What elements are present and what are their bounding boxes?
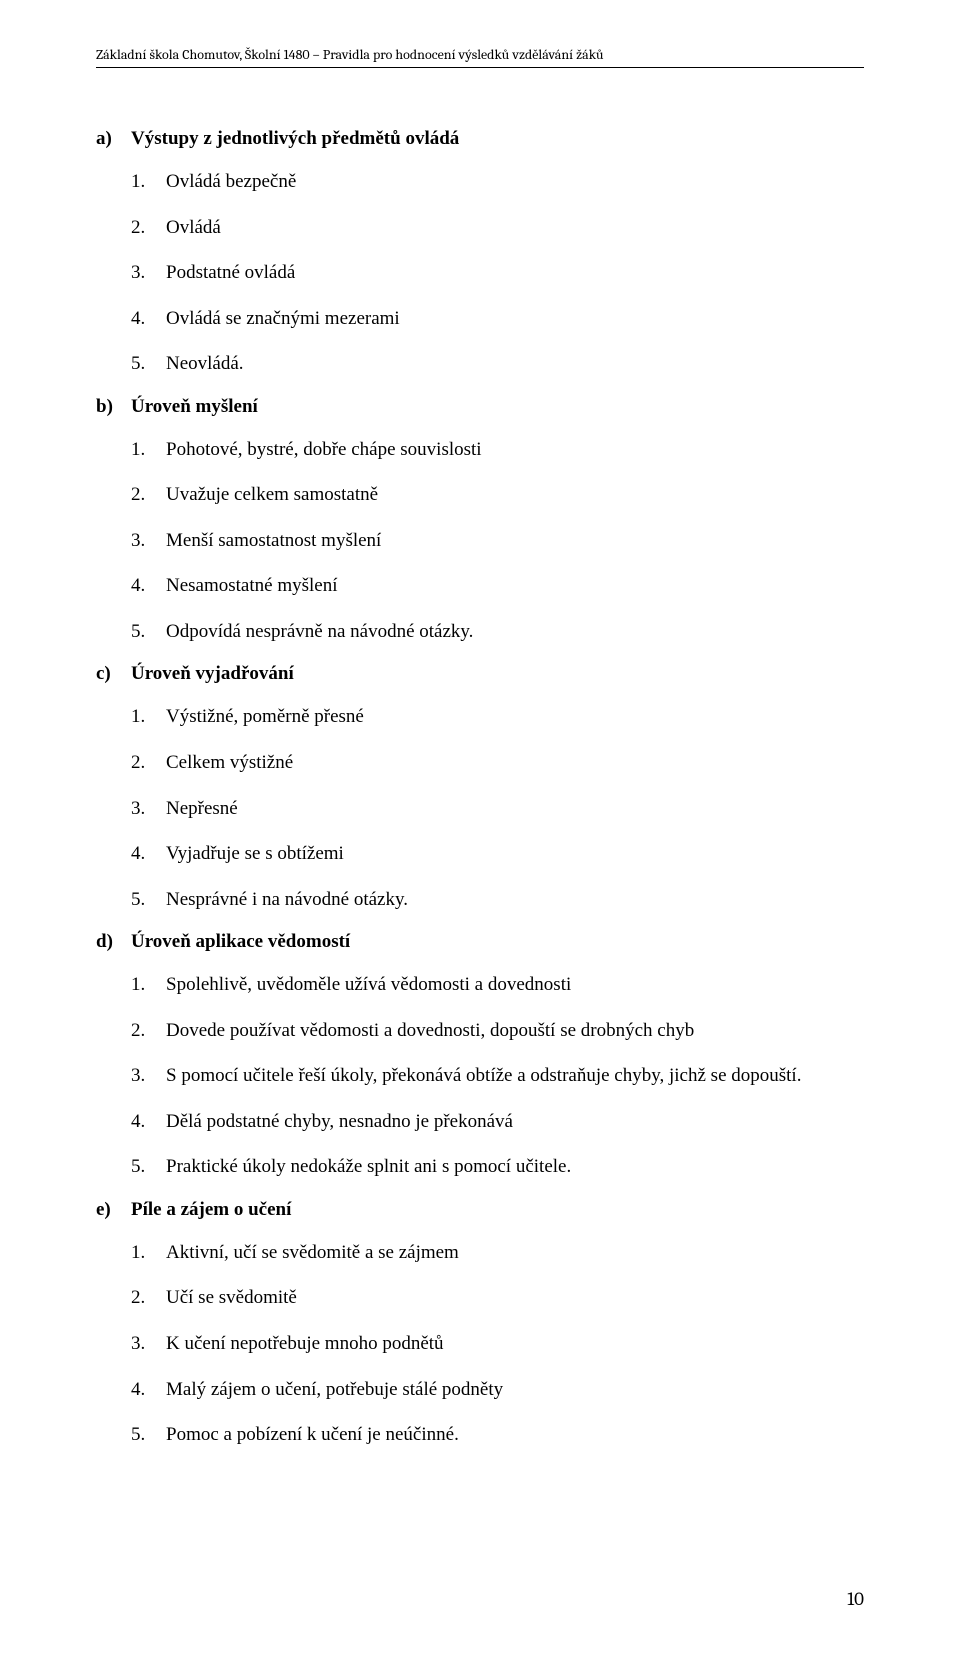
list-item: 5. Neovládá. <box>96 350 864 378</box>
item-text: Podstatné ovládá <box>166 262 295 283</box>
item-text: Výstižné, poměrně přesné <box>166 706 364 727</box>
list-item: 4. Dělá podstatné chyby, nesnadno je přek… <box>96 1108 864 1136</box>
item-text: Ovládá bezpečně <box>166 171 296 192</box>
document-header: Základní škola Chomutov, Školní 1480 – P… <box>96 46 864 68</box>
item-number: 4. <box>131 572 145 600</box>
list-item: 4. Nesamostatné myšlení <box>96 572 864 600</box>
item-text: Dělá podstatné chyby, nesnadno je překon… <box>166 1111 513 1132</box>
page-number: 10 <box>847 1588 864 1610</box>
item-text: Nepřesné <box>166 798 238 819</box>
list-item: 5. Praktické úkoly nedokáže splnit ani s … <box>96 1153 864 1181</box>
list-item: 3. Podstatné ovládá <box>96 259 864 287</box>
item-text: Ovládá se značnými mezerami <box>166 308 400 329</box>
item-number: 5. <box>131 1421 145 1449</box>
item-number: 5. <box>131 886 145 914</box>
section-c-heading: c) Úroveň vyjadřování <box>96 663 864 685</box>
item-number: 2. <box>131 481 145 509</box>
item-number: 4. <box>131 840 145 868</box>
item-text: Menší samostatnost myšlení <box>166 530 381 551</box>
item-number: 2. <box>131 214 145 242</box>
section-d-heading: d) Úroveň aplikace vědomostí <box>96 931 864 953</box>
item-text: Praktické úkoly nedokáže splnit ani s po… <box>166 1156 571 1177</box>
item-number: 3. <box>131 259 145 287</box>
item-text: Spolehlivě, uvědoměle užívá vědomosti a … <box>166 974 571 995</box>
list-item: 5. Nesprávné i na návodné otázky. <box>96 886 864 914</box>
list-item: 4. Malý zájem o učení, potřebuje stálé po… <box>96 1376 864 1404</box>
item-number: 2. <box>131 749 145 777</box>
list-item: 2. Uvažuje celkem samostatně <box>96 481 864 509</box>
list-item: 1. Pohotové, bystré, dobře chápe souvislo… <box>96 436 864 464</box>
section-b-letter: b) <box>96 396 113 418</box>
item-number: 1. <box>131 168 145 196</box>
section-e-title: Píle a zájem o učení <box>131 1199 291 1220</box>
section-c-letter: c) <box>96 663 111 685</box>
item-text: Uvažuje celkem samostatně <box>166 484 378 505</box>
section-c-title: Úroveň vyjadřování <box>131 663 294 684</box>
item-number: 1. <box>131 971 145 999</box>
section-d-letter: d) <box>96 931 113 953</box>
list-item: 1. Výstižné, poměrně přesné <box>96 703 864 731</box>
item-number: 5. <box>131 350 145 378</box>
list-item: 3. Nepřesné <box>96 795 864 823</box>
list-item: 4. Vyjadřuje se s obtížemi <box>96 840 864 868</box>
item-text: Pohotové, bystré, dobře chápe souvislost… <box>166 439 482 460</box>
list-item: 3. S pomocí učitele řeší úkoly, překonává… <box>96 1062 864 1090</box>
item-number: 3. <box>131 1062 145 1090</box>
list-item: 2. Ovládá <box>96 214 864 242</box>
list-item: 5. Pomoc a pobízení k učení je neúčinné. <box>96 1421 864 1449</box>
item-text: Nesprávné i na návodné otázky. <box>166 889 408 910</box>
item-text: K učení nepotřebuje mnoho podnětů <box>166 1333 444 1354</box>
section-a-title: Výstupy z jednotlivých předmětů ovládá <box>131 128 459 149</box>
list-item: 3. K učení nepotřebuje mnoho podnětů <box>96 1330 864 1358</box>
item-text: S pomocí učitele řeší úkoly, překonává o… <box>166 1065 801 1086</box>
item-number: 1. <box>131 703 145 731</box>
list-item: 1. Aktivní, učí se svědomitě a se zájmem <box>96 1239 864 1267</box>
list-item: 2. Učí se svědomitě <box>96 1284 864 1312</box>
section-a-heading: a) Výstupy z jednotlivých předmětů ovlád… <box>96 128 864 150</box>
section-b-heading: b) Úroveň myšlení <box>96 396 864 418</box>
item-number: 5. <box>131 618 145 646</box>
item-text: Pomoc a pobízení k učení je neúčinné. <box>166 1424 459 1445</box>
list-item: 1. Spolehlivě, uvědoměle užívá vědomosti … <box>96 971 864 999</box>
item-number: 5. <box>131 1153 145 1181</box>
item-number: 2. <box>131 1284 145 1312</box>
item-text: Dovede používat vědomosti a dovednosti, … <box>166 1020 694 1041</box>
item-text: Celkem výstižné <box>166 752 293 773</box>
item-text: Aktivní, učí se svědomitě a se zájmem <box>166 1242 459 1263</box>
list-item: 4. Ovládá se značnými mezerami <box>96 305 864 333</box>
item-text: Nesamostatné myšlení <box>166 575 338 596</box>
item-number: 3. <box>131 527 145 555</box>
list-item: 5. Odpovídá nesprávně na návodné otázky. <box>96 618 864 646</box>
item-number: 4. <box>131 305 145 333</box>
item-number: 4. <box>131 1376 145 1404</box>
item-number: 1. <box>131 436 145 464</box>
item-text: Ovládá <box>166 217 221 238</box>
section-b-title: Úroveň myšlení <box>131 396 258 417</box>
item-text: Vyjadřuje se s obtížemi <box>166 843 344 864</box>
list-item: 2. Celkem výstižné <box>96 749 864 777</box>
item-text: Neovládá. <box>166 353 244 374</box>
list-item: 1. Ovládá bezpečně <box>96 168 864 196</box>
section-d-title: Úroveň aplikace vědomostí <box>131 931 350 952</box>
section-a-letter: a) <box>96 128 112 150</box>
item-number: 3. <box>131 1330 145 1358</box>
list-item: 2. Dovede používat vědomosti a dovednosti… <box>96 1017 864 1045</box>
item-text: Malý zájem o učení, potřebuje stálé podn… <box>166 1379 503 1400</box>
item-number: 2. <box>131 1017 145 1045</box>
item-number: 1. <box>131 1239 145 1267</box>
item-text: Učí se svědomitě <box>166 1287 297 1308</box>
item-number: 4. <box>131 1108 145 1136</box>
section-e-heading: e) Píle a zájem o učení <box>96 1199 864 1221</box>
list-item: 3. Menší samostatnost myšlení <box>96 527 864 555</box>
section-e-letter: e) <box>96 1199 111 1221</box>
item-text: Odpovídá nesprávně na návodné otázky. <box>166 621 473 642</box>
item-number: 3. <box>131 795 145 823</box>
